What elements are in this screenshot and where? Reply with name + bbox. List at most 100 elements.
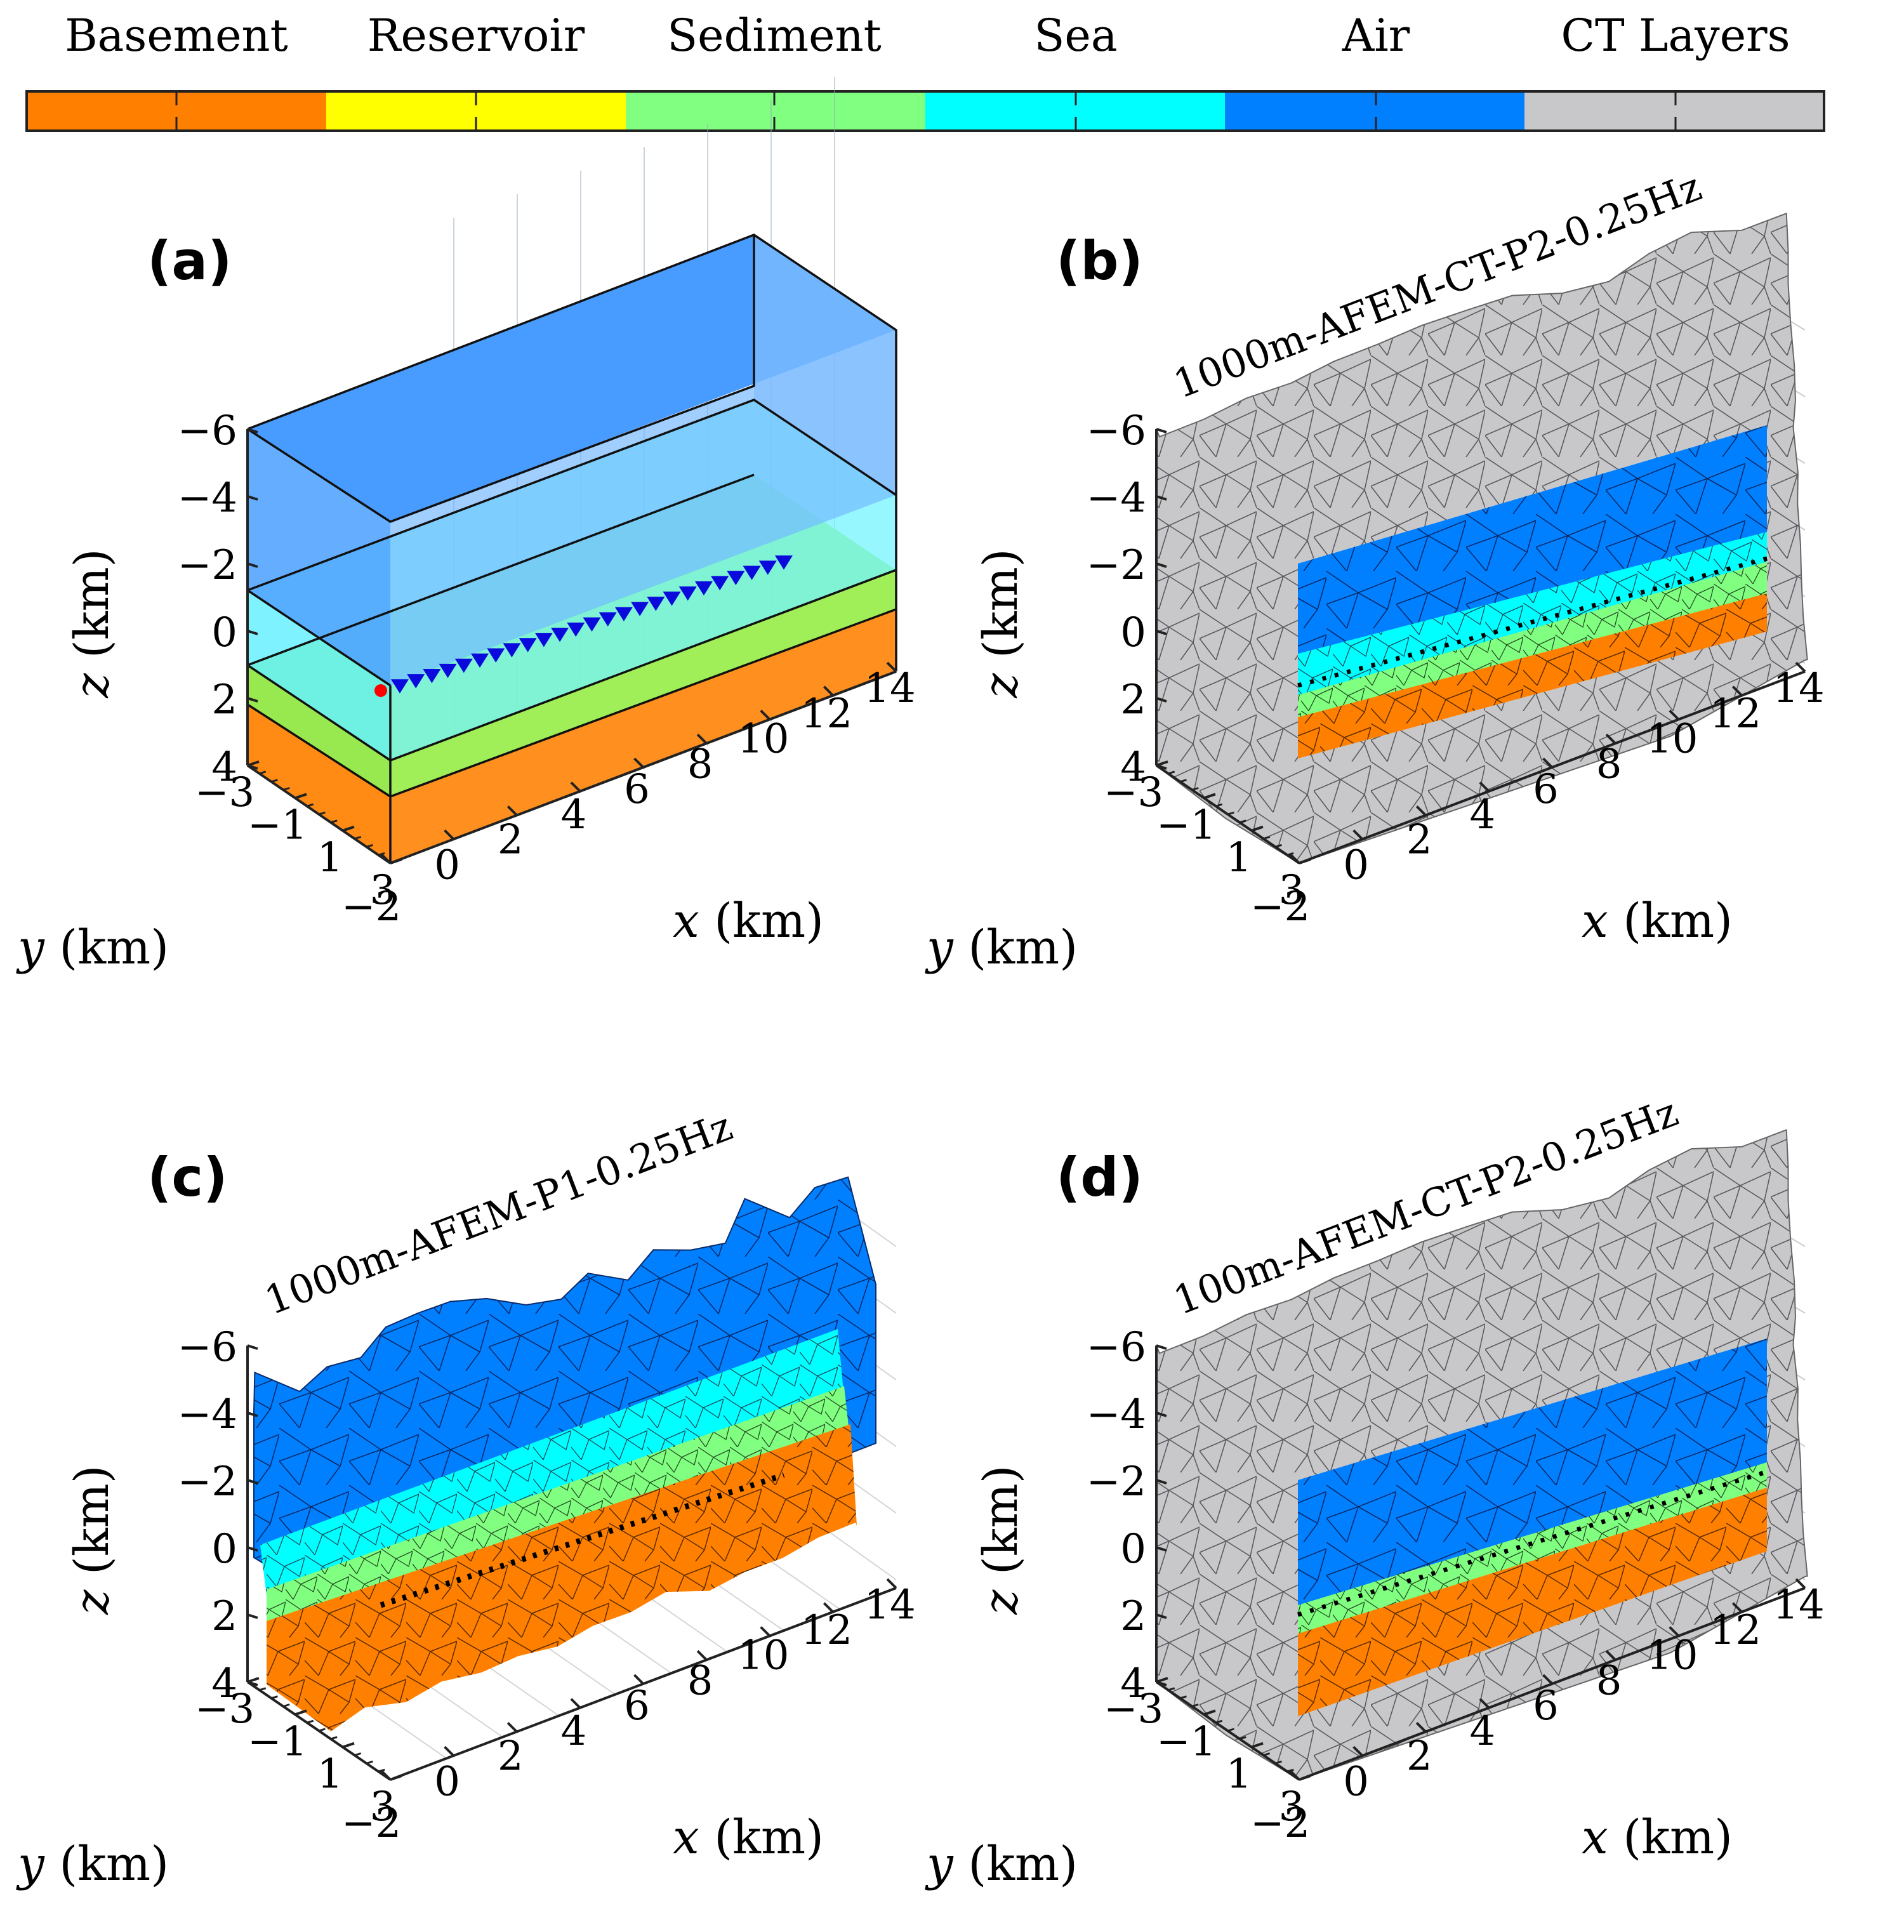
x-tick: [1542, 757, 1553, 769]
x-tick-label: 4: [561, 1708, 587, 1755]
receiver-marker: [423, 668, 441, 684]
y-minor-tick: [294, 1711, 302, 1716]
y-minor-tick: [1251, 1744, 1259, 1749]
y-minor-tick: [354, 1752, 362, 1756]
y-tick-label: −3: [195, 1686, 255, 1733]
basement-side: [248, 705, 390, 863]
x-tick: [444, 1745, 455, 1757]
y-minor-tick: [1227, 1728, 1234, 1732]
z-tick-label: −4: [1087, 1391, 1146, 1438]
air-mesh: [1298, 425, 1767, 685]
z-axis-label: z (km): [65, 1465, 119, 1615]
x-tick-label: 10: [737, 716, 789, 763]
x-tick-label: 12: [801, 1607, 852, 1654]
z-axis-label-unit: (km): [974, 548, 1028, 673]
x-axis-label-var: x: [673, 1810, 699, 1865]
y-tick-label: 3: [1279, 1783, 1305, 1830]
y-axis-label-var: y: [925, 1837, 954, 1891]
x-tick: [380, 853, 392, 864]
x-tick: [633, 757, 644, 769]
x-tick: [886, 661, 897, 673]
x-tick-label: 2: [498, 817, 524, 864]
x-tick-label: 0: [434, 842, 460, 889]
receiver-marker: [647, 597, 665, 611]
receiver-marker: [391, 679, 409, 694]
y-minor-tick: [1203, 1711, 1211, 1716]
y-minor-tick: [342, 1744, 350, 1749]
colorbar: Basement Reservoir Sediment Sea Air CT L…: [25, 10, 1825, 132]
z-tick: [1156, 1613, 1167, 1619]
x-axis-label-var: x: [1582, 894, 1608, 948]
sediment-front: [390, 570, 896, 797]
x-tick-label: −2: [341, 883, 401, 930]
x-tick-label: 4: [561, 791, 587, 838]
y-axis-label: y (km): [925, 1837, 1078, 1891]
x-tick-label: 0: [434, 1758, 460, 1805]
x-axis-label-unit: (km): [699, 1810, 824, 1865]
y-axis-label-var: y: [925, 920, 954, 975]
x-axis-label: x (km): [1582, 1810, 1733, 1865]
x-tick: [760, 710, 771, 720]
receiver-array: [391, 555, 793, 694]
x-tick-label: 14: [1773, 1582, 1824, 1629]
y-tick-label: −3: [1104, 1686, 1163, 1733]
z-tick: [1156, 1344, 1167, 1350]
y-axis-label: y (km): [16, 1837, 169, 1891]
x-tick-label: 2: [1406, 817, 1432, 864]
y-minor-tick: [1275, 1760, 1282, 1764]
panel-label: (d): [1056, 1146, 1143, 1208]
y-tick-label: 3: [1279, 867, 1305, 914]
x-tick: [1795, 661, 1806, 673]
x-axis-label-var: x: [673, 894, 699, 948]
x-tick: [1352, 1745, 1364, 1757]
x-tick: [1669, 1626, 1680, 1637]
y-minor-tick: [307, 803, 314, 807]
y-minor-tick: [1156, 1679, 1163, 1683]
y-minor-tick: [282, 787, 290, 791]
x-tick: [696, 1650, 708, 1661]
x-tick-label: 14: [1773, 665, 1824, 712]
y-minor-tick: [294, 795, 302, 799]
receiver-marker: [551, 627, 569, 642]
receiver-marker: [583, 617, 601, 632]
x-tick: [1731, 685, 1743, 697]
x-tick: [886, 1578, 897, 1589]
y-axis-ticks: −3−113: [195, 760, 402, 914]
colorbar-labels: Basement Reservoir Sediment Sea Air CT L…: [65, 10, 1790, 62]
z-tick-label: 0: [211, 609, 237, 656]
x-axis-label: x (km): [1582, 894, 1733, 948]
z-tick-label: −6: [1087, 1324, 1146, 1371]
y-minor-tick: [1191, 787, 1199, 791]
z-tick-label: 0: [1120, 1526, 1146, 1573]
y-minor-tick: [1275, 844, 1282, 848]
y-axis-ticks: −3−113: [1104, 760, 1311, 914]
x-tick-label: 10: [1646, 716, 1698, 763]
y-axis-label-unit: (km): [44, 920, 169, 975]
colorbar-swatch-sediment: [626, 91, 925, 131]
x-tick-label: 12: [801, 691, 852, 738]
y-minor-tick: [259, 1687, 267, 1691]
x-tick-label: 4: [1470, 1708, 1496, 1755]
x-tick: [444, 829, 455, 840]
x-tick-label: 14: [864, 1582, 915, 1629]
y-tick-label: −3: [1104, 769, 1163, 816]
y-minor-tick: [307, 1719, 314, 1724]
receiver-refinement-line: [1297, 1469, 1768, 1617]
y-minor-tick: [1286, 1768, 1294, 1773]
z-tick: [247, 1613, 258, 1619]
x-axis-label-var: x: [1582, 1810, 1608, 1865]
z-tick: [1156, 630, 1167, 635]
receiver-marker: [407, 674, 425, 689]
colorbar-label-sea: Sea: [1034, 10, 1117, 62]
y-axis-label-unit: (km): [953, 1837, 1078, 1891]
z-tick-label: 2: [211, 1593, 237, 1640]
z-tick: [1156, 495, 1167, 501]
y-minor-tick: [1156, 762, 1163, 767]
x-axis-label-unit: (km): [1608, 1810, 1733, 1865]
z-axis-ticks: −6 −4 −2 0 2 4: [178, 407, 258, 791]
z-tick-label: −2: [1087, 1459, 1146, 1505]
